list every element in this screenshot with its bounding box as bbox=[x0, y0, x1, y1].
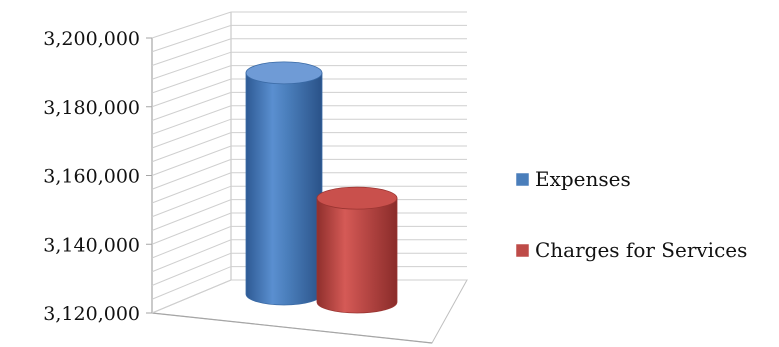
x-axis-line bbox=[151, 312, 433, 344]
legend-label: Charges for Services bbox=[535, 238, 747, 262]
legend: Expenses Charges for Services bbox=[515, 167, 747, 262]
gridline bbox=[151, 185, 467, 218]
gridline bbox=[151, 24, 467, 53]
legend-swatch bbox=[515, 243, 530, 258]
gridline bbox=[151, 91, 467, 121]
y-tick-label: 3,160,000 bbox=[43, 166, 140, 188]
gridline bbox=[151, 38, 467, 66]
gridline bbox=[151, 51, 467, 80]
cylinder-top bbox=[245, 61, 323, 85]
bar-expenses bbox=[245, 61, 323, 306]
cylinder-body bbox=[245, 72, 323, 306]
y-tick-label: 3,200,000 bbox=[43, 28, 140, 50]
gridline bbox=[151, 145, 467, 176]
bar-charges-for-services bbox=[316, 186, 398, 314]
y-tick-label: 3,180,000 bbox=[43, 97, 140, 119]
gridline bbox=[151, 172, 467, 204]
gridline bbox=[151, 118, 467, 149]
cylinder-top bbox=[316, 186, 398, 210]
legend-swatch bbox=[515, 172, 530, 187]
gridline bbox=[151, 158, 467, 190]
y-axis-tick-labels: 3,120,000 3,140,000 3,160,000 3,180,000 3,20… bbox=[43, 28, 152, 325]
gridline bbox=[151, 132, 467, 163]
gridline bbox=[151, 65, 467, 94]
gridline bbox=[151, 78, 467, 108]
plot-bars bbox=[245, 61, 398, 314]
cylinder-body bbox=[316, 197, 398, 314]
y-tick-label: 3,120,000 bbox=[43, 303, 140, 325]
gridline bbox=[151, 105, 467, 135]
y-tick-label: 3,140,000 bbox=[43, 234, 140, 256]
legend-label: Expenses bbox=[535, 167, 631, 191]
gridline bbox=[151, 11, 467, 39]
